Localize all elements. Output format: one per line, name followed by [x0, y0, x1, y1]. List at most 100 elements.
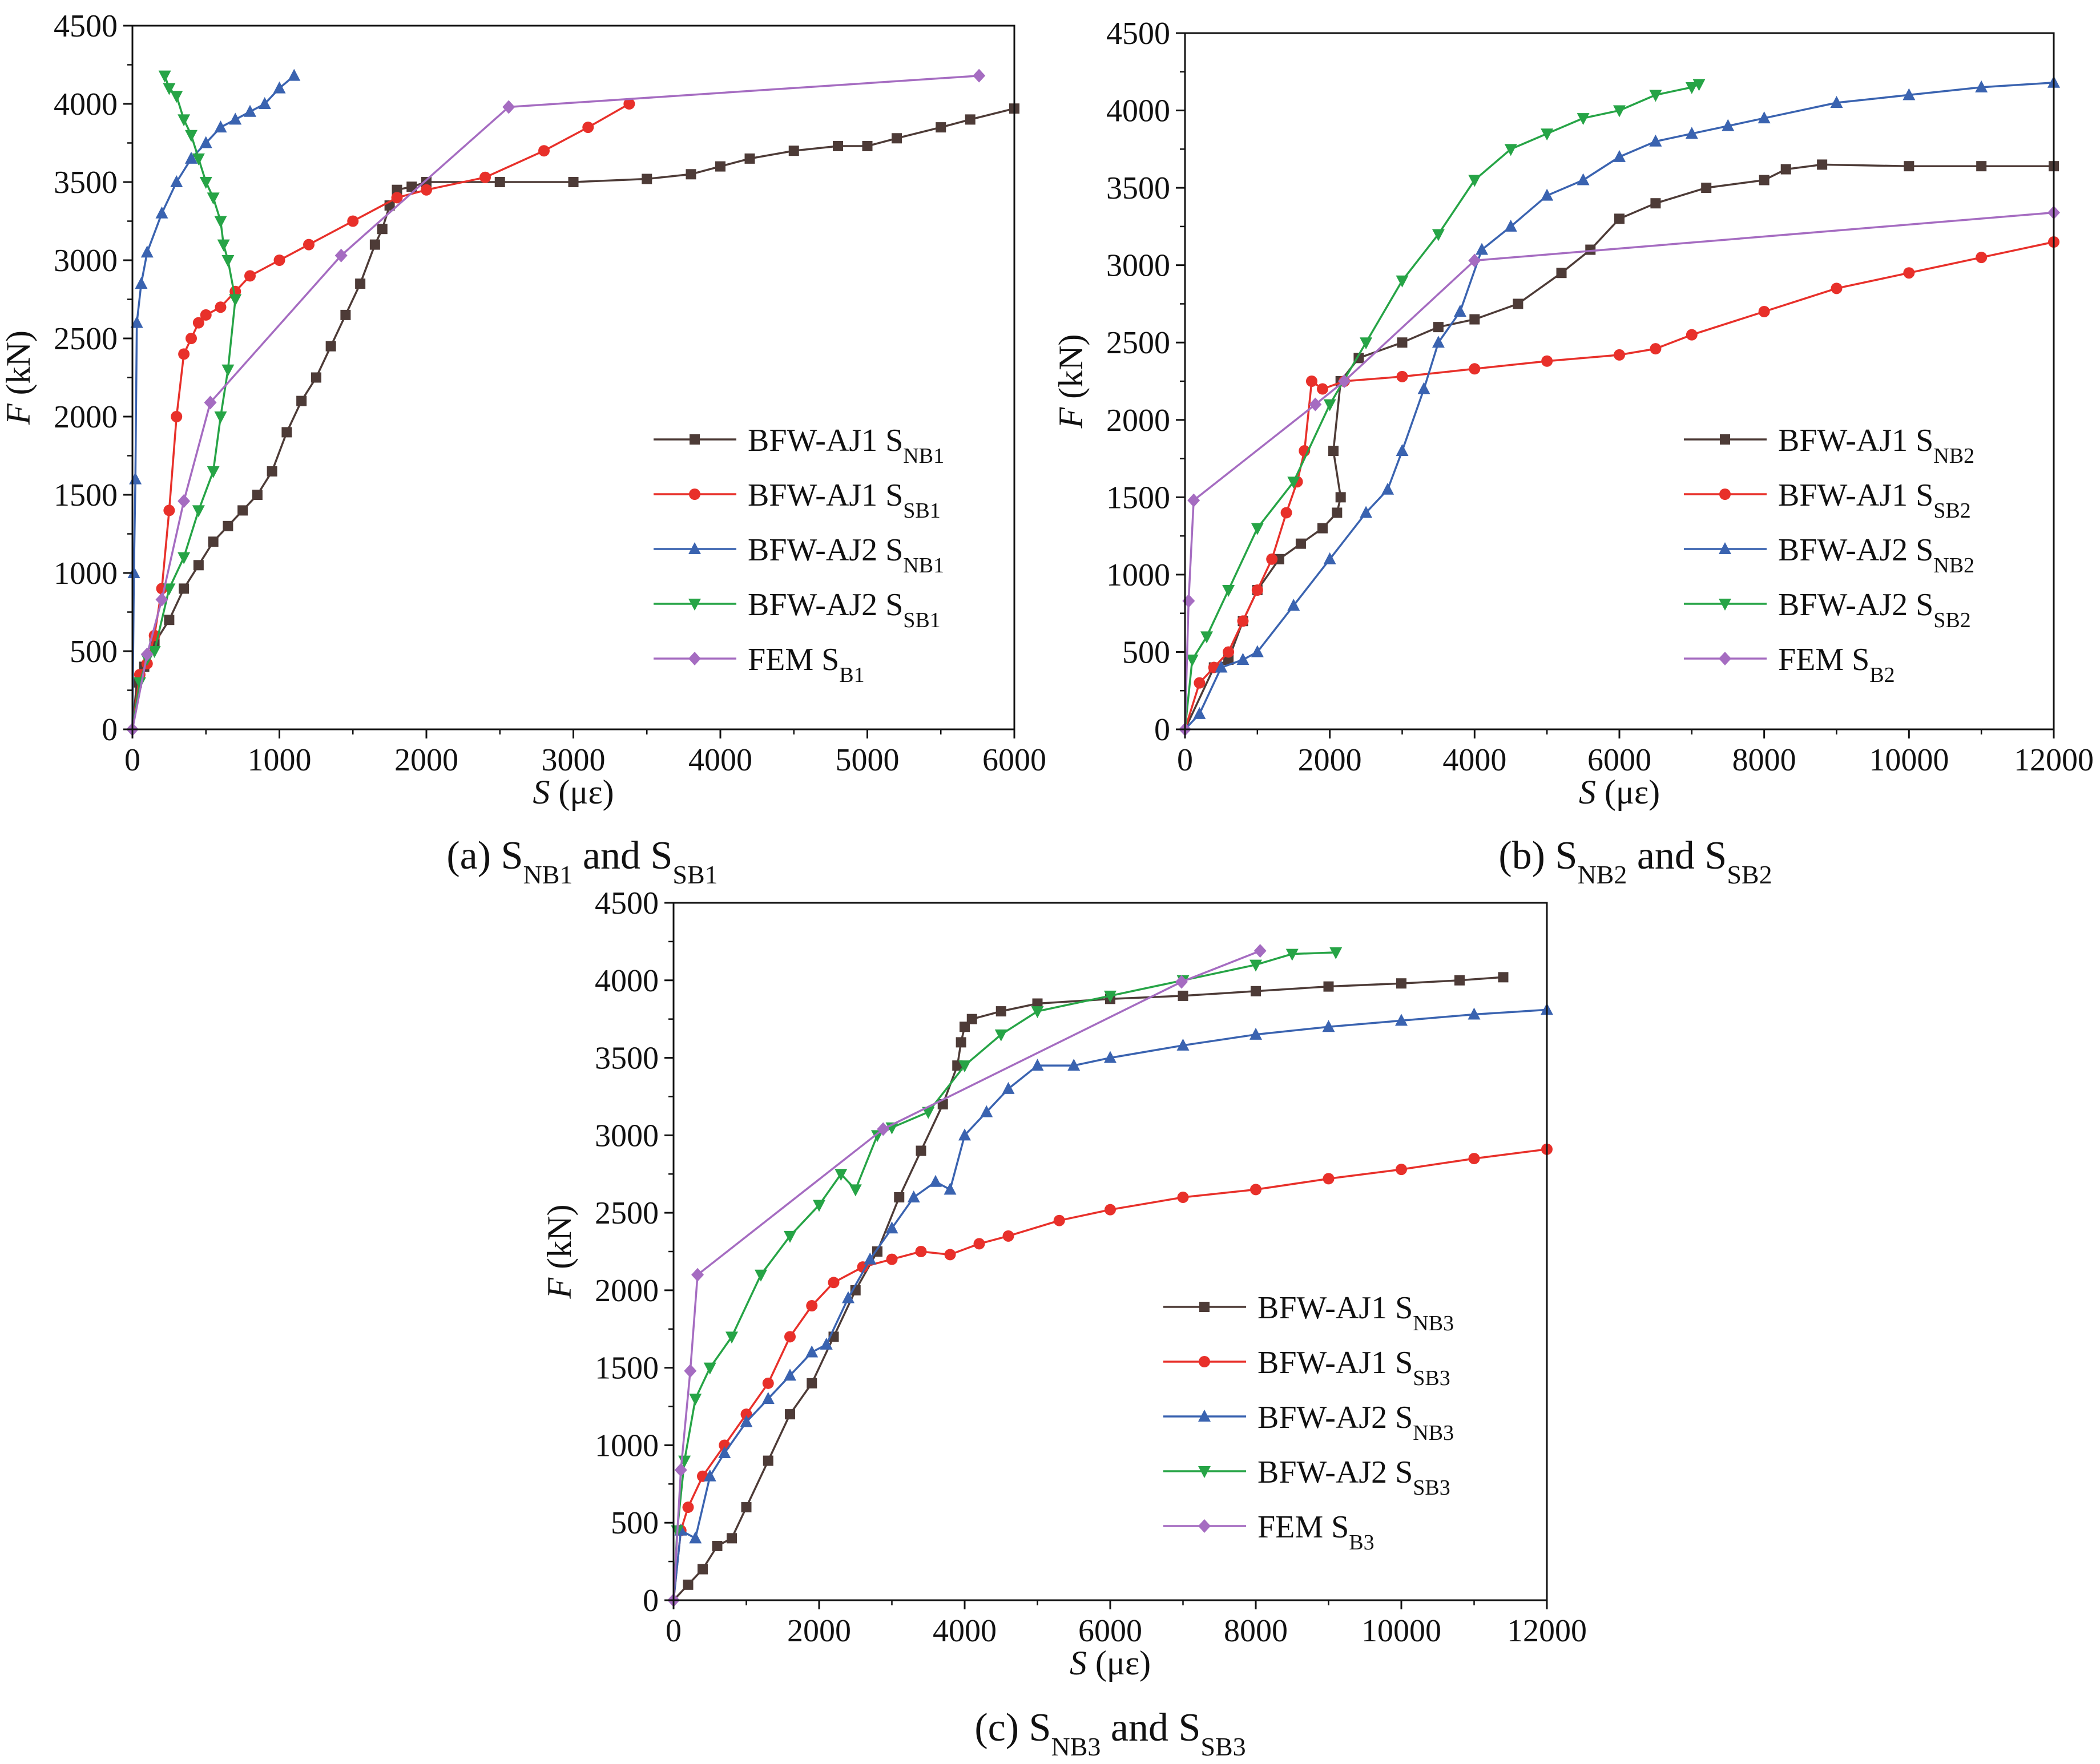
- data-point: [1295, 538, 1306, 549]
- y-axis-label: F (kN): [1052, 334, 1090, 429]
- data-point: [130, 316, 143, 328]
- panel-caption: (a) SNB1 and SSB1: [446, 834, 718, 889]
- y-tick-label: 4500: [54, 9, 118, 44]
- data-point: [1556, 268, 1567, 278]
- data-point: [1468, 175, 1481, 187]
- data-point: [849, 1184, 862, 1197]
- data-point: [129, 472, 142, 485]
- data-point: [1649, 134, 1662, 147]
- y-tick-label: 2500: [54, 321, 118, 357]
- data-point: [392, 184, 402, 195]
- data-point: [922, 1107, 935, 1119]
- data-point: [1468, 1007, 1481, 1020]
- legend-marker: [1198, 1519, 1211, 1533]
- legend-marker: [1719, 599, 1731, 611]
- series-bfw-aj2-snb3: [672, 1003, 1553, 1601]
- data-point: [788, 146, 799, 156]
- x-tick-label: 8000: [1732, 742, 1796, 778]
- data-point: [267, 466, 277, 477]
- legend-item: BFW-AJ1 SNB3: [1163, 1290, 1454, 1335]
- data-point: [1316, 383, 1328, 395]
- data-point: [244, 270, 256, 282]
- data-point: [761, 1391, 775, 1404]
- data-point: [193, 560, 204, 571]
- x-tick-label: 6000: [982, 742, 1046, 778]
- series-line: [672, 1148, 1547, 1601]
- data-point: [784, 1331, 796, 1343]
- data-point: [214, 120, 227, 133]
- data-point: [1831, 282, 1843, 294]
- legend-item: BFW-AJ2 SNB1: [654, 532, 944, 578]
- data-point: [1285, 948, 1299, 961]
- data-point: [1323, 399, 1336, 411]
- data-point: [785, 1409, 795, 1420]
- x-axis-unit: (με): [1596, 773, 1660, 811]
- data-point: [1649, 90, 1662, 102]
- data-point: [806, 1300, 818, 1312]
- y-axis-unit: (kN): [1052, 334, 1090, 407]
- data-point: [994, 1029, 1007, 1042]
- data-point: [1904, 161, 1914, 172]
- x-tick-label: 2000: [394, 742, 458, 778]
- legend-item: BFW-AJ2 SSB2: [1684, 587, 1971, 632]
- caption-sub2: SB3: [1200, 1732, 1246, 1761]
- data-point: [1309, 397, 1322, 411]
- data-point: [1215, 660, 1228, 673]
- series-line: [131, 74, 980, 730]
- data-point: [682, 1501, 694, 1513]
- data-point: [916, 1145, 926, 1156]
- data-point: [217, 239, 230, 252]
- panel-caption: (c) SNB3 and SSB3: [974, 1706, 1246, 1761]
- data-point: [763, 1455, 773, 1466]
- data-point: [1613, 150, 1626, 162]
- data-point: [1178, 990, 1188, 1001]
- data-point: [221, 255, 235, 267]
- data-point: [1541, 128, 1554, 141]
- y-tick-label: 1500: [54, 478, 118, 513]
- data-point: [538, 145, 550, 157]
- x-axis-var: S: [533, 773, 550, 811]
- data-point: [1332, 507, 1343, 518]
- data-point: [725, 1331, 738, 1344]
- panel-b: 0 2000 4000 6000 8000 10000 12000 0 500 1000 1500…: [1052, 16, 2094, 889]
- data-point: [1453, 305, 1466, 317]
- y-axis-label: F (kN): [541, 1205, 578, 1299]
- y-tick-label: 0: [102, 712, 118, 748]
- data-point: [1498, 972, 1509, 983]
- legend: BFW-AJ1 SNB2 BFW-AJ1 SSB2 BFW-AJ2 SNB2 BFW-…: [1684, 423, 1974, 687]
- y-tick-label: 500: [70, 634, 118, 669]
- y-tick-label: 4000: [1106, 94, 1170, 129]
- data-point: [127, 566, 140, 578]
- data-point: [965, 114, 976, 125]
- legend-marker: [1199, 1302, 1210, 1312]
- data-point: [973, 68, 986, 83]
- data-point: [784, 1230, 796, 1243]
- data-point: [221, 364, 235, 377]
- legend-label: BFW-AJ2 SSB2: [1778, 587, 1971, 632]
- data-point: [1223, 646, 1235, 658]
- x-tick-label: 10000: [1869, 742, 1949, 778]
- data-point: [936, 122, 946, 133]
- data-point: [813, 1200, 825, 1212]
- data-point: [163, 504, 175, 516]
- x-axis-var: S: [1070, 1644, 1087, 1682]
- data-point: [1280, 507, 1292, 519]
- data-point: [1397, 337, 1408, 348]
- data-point: [1031, 1006, 1044, 1019]
- data-point: [805, 1345, 819, 1358]
- caption-mid: and S: [1627, 834, 1727, 878]
- y-axis-var: F: [0, 403, 37, 425]
- data-point: [929, 1174, 942, 1187]
- legend: BFW-AJ1 SNB1 BFW-AJ1 SSB1 BFW-AJ2 SNB1 BFW-…: [654, 423, 944, 687]
- data-point: [135, 277, 148, 289]
- data-point: [1317, 523, 1328, 534]
- data-point: [1830, 96, 1843, 108]
- data-point: [178, 552, 191, 564]
- data-point: [1396, 275, 1409, 288]
- data-point: [355, 278, 366, 289]
- data-point: [689, 1531, 702, 1544]
- x-tick-label: 4000: [1442, 742, 1506, 778]
- legend-label: FEM SB3: [1257, 1509, 1375, 1555]
- x-tick-label: 4000: [688, 742, 752, 778]
- data-point: [712, 1540, 723, 1551]
